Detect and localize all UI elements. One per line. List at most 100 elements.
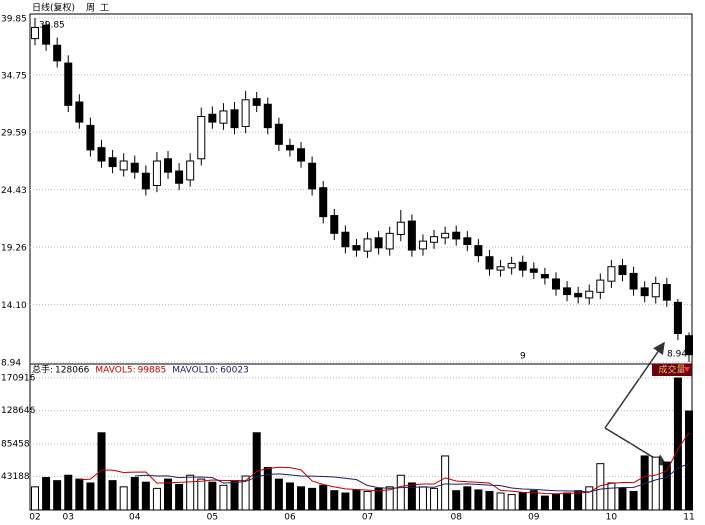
- volume-bar: [108, 480, 117, 511]
- volume-bar: [685, 410, 693, 511]
- volume-bar: [507, 494, 516, 511]
- candle-body: [75, 101, 84, 123]
- ma-line: [79, 432, 690, 495]
- toolbar-item[interactable]: 工: [100, 4, 109, 14]
- volume-bar: [540, 495, 549, 511]
- ma-line: [134, 463, 690, 493]
- volume-bar: [551, 494, 560, 511]
- candle-body: [418, 240, 427, 250]
- candle-body: [219, 110, 228, 124]
- candle-body: [31, 26, 39, 40]
- arrow: [604, 341, 665, 429]
- y-tick-label: 39.85: [1, 15, 27, 25]
- candle-body: [186, 160, 195, 181]
- candle-body: [574, 292, 583, 298]
- candle-body: [507, 262, 516, 269]
- legend-name: MAVOL10:: [172, 366, 218, 376]
- y-tick-label: 8.94: [1, 359, 21, 369]
- annotation: 9: [520, 352, 526, 362]
- candle-body: [585, 290, 594, 299]
- volume-bar: [518, 492, 527, 511]
- candle-body: [330, 215, 339, 234]
- legend-value: 128066: [55, 366, 90, 376]
- volume-bar: [529, 490, 538, 511]
- candle-body: [430, 236, 439, 243]
- volume-bar: [385, 486, 394, 511]
- legend-value: 60023: [220, 366, 249, 376]
- volume-bar: [407, 482, 416, 511]
- candle-body: [618, 265, 627, 276]
- candle-body: [297, 148, 306, 162]
- volume-bar: [618, 487, 627, 511]
- candle-body: [607, 266, 616, 282]
- volume-bar: [341, 492, 350, 511]
- candle-body: [629, 272, 638, 290]
- button-label[interactable]: 成交量: [658, 364, 685, 376]
- volume-bar: [430, 487, 439, 511]
- volume-bar: [308, 487, 317, 511]
- volume-bar: [452, 490, 461, 511]
- volume-bar: [297, 486, 306, 511]
- x-tick-label: 06: [284, 513, 296, 523]
- toolbar-item[interactable]: 周: [86, 3, 95, 14]
- volume-bar: [164, 478, 173, 511]
- volume-bar: [31, 486, 39, 511]
- volume-bar: [585, 486, 594, 511]
- candle-body: [86, 124, 95, 151]
- legend-name: MAVOL5:: [95, 366, 135, 376]
- candle-body: [130, 162, 139, 173]
- candle-body: [463, 237, 472, 245]
- volume-bar: [396, 474, 405, 511]
- candle-body: [241, 99, 250, 128]
- x-tick-label: 07: [362, 513, 373, 523]
- volume-bar: [485, 490, 494, 511]
- volume-bar: [219, 484, 228, 511]
- y-tick-label: 14.10: [1, 301, 27, 311]
- volume-bar: [474, 489, 483, 511]
- chart-title: 日线(复权): [32, 2, 75, 14]
- volume-bar: [274, 478, 283, 511]
- candle-body: [396, 221, 405, 235]
- y-tick-label: 170916: [1, 374, 36, 384]
- candle-body: [518, 261, 527, 271]
- volume-bar: [352, 489, 361, 511]
- candle-body: [452, 231, 461, 240]
- volume-bar: [75, 478, 84, 511]
- candle-body: [319, 187, 328, 218]
- candle-body: [441, 232, 450, 239]
- candle-body: [108, 157, 117, 168]
- candle-body: [64, 62, 73, 106]
- volume-bar: [241, 475, 250, 511]
- candle-body: [230, 109, 239, 129]
- candle-body: [363, 238, 372, 252]
- x-tick-label: 03: [63, 513, 74, 523]
- y-tick-label: 19.26: [1, 244, 27, 254]
- candle-body: [208, 113, 217, 123]
- candle-body: [152, 160, 161, 186]
- candle-body: [119, 160, 128, 171]
- candle-body: [374, 237, 383, 249]
- candle-body: [685, 335, 693, 356]
- candle-body: [175, 170, 184, 184]
- x-tick-label: 11: [683, 513, 694, 523]
- volume-bar: [175, 484, 184, 511]
- volume-bar: [563, 492, 572, 511]
- candle-body: [640, 287, 649, 297]
- volume-bar: [130, 477, 139, 511]
- volume-bar: [651, 456, 660, 511]
- candle-body: [308, 162, 317, 190]
- x-tick-label: 05: [207, 513, 218, 523]
- y-tick-label: 24.43: [1, 186, 27, 196]
- volume-bar: [496, 492, 505, 511]
- button-icon: [684, 367, 690, 372]
- y-tick-label: 29.59: [1, 129, 27, 139]
- volume-bar: [263, 467, 272, 511]
- volume-bar: [662, 461, 671, 511]
- candle-body: [274, 123, 283, 145]
- candle-body: [97, 147, 106, 162]
- volume-bar: [330, 490, 339, 511]
- button[interactable]: 成交量: [652, 364, 692, 377]
- high-label: 39.85: [39, 21, 65, 31]
- volume-bar: [607, 482, 616, 511]
